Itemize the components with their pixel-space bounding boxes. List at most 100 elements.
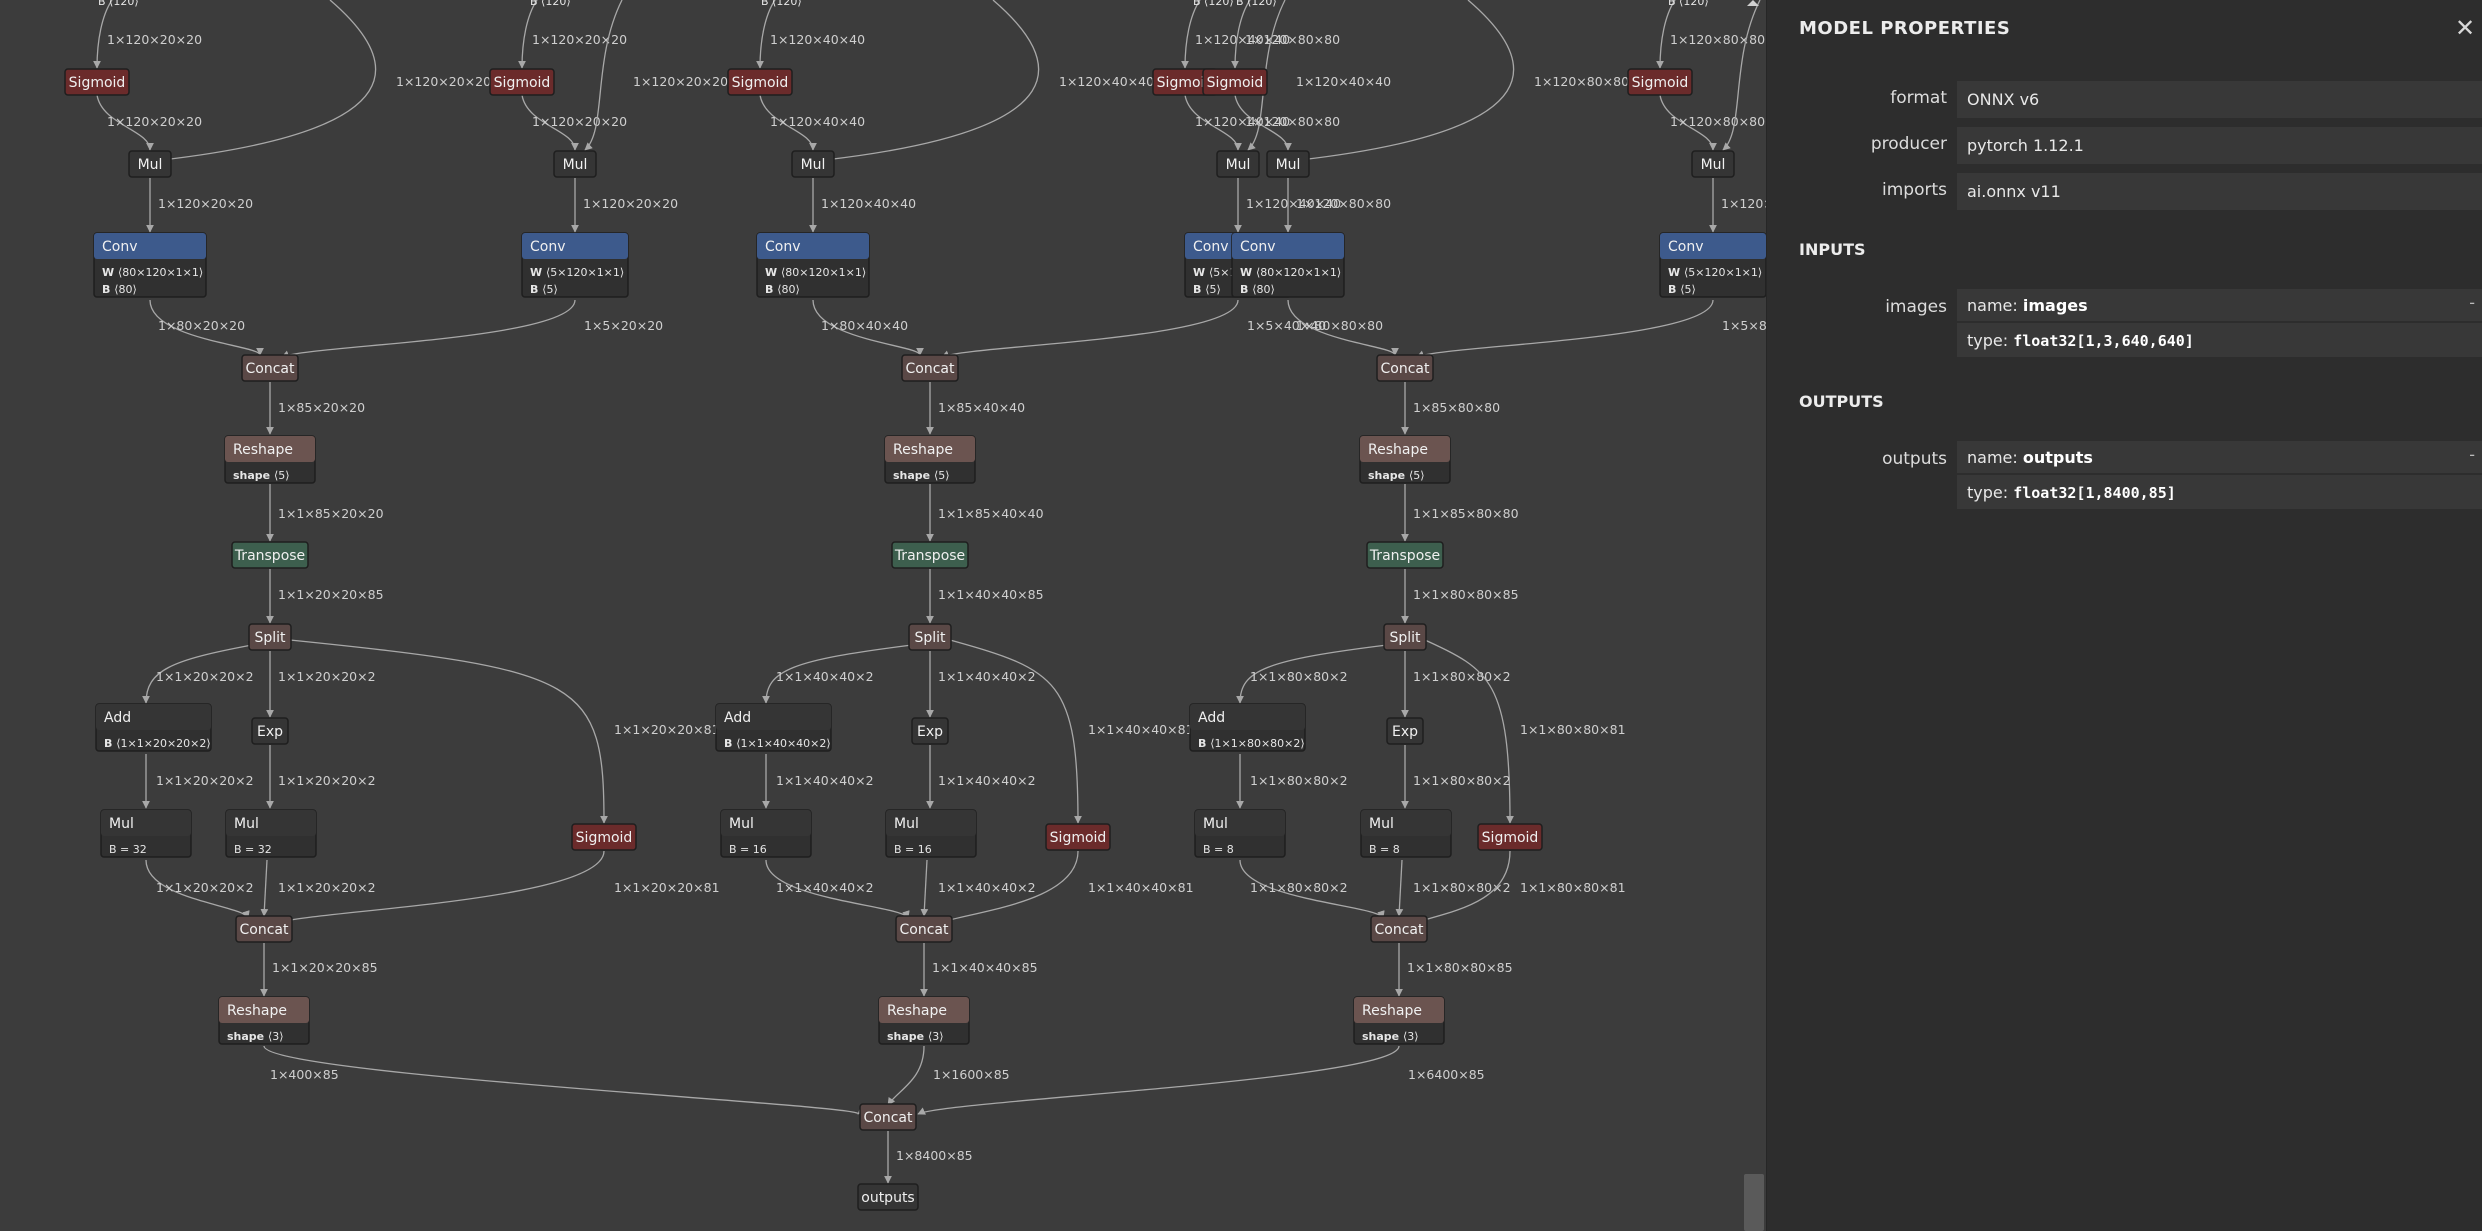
head-2-concat-2[interactable]: Concat (895, 915, 953, 943)
head-1-mul-2[interactable]: Mul B = 32 (225, 809, 317, 858)
head-2-add[interactable]: Add B ⟨1×1×40×40×2⟩ (715, 703, 832, 752)
head-1-conv-a[interactable]: Conv W ⟨80×120×1×1⟩ B ⟨80⟩ (93, 232, 207, 298)
head-3-add[interactable]: Add B ⟨1×1×80×80×2⟩ (1189, 703, 1306, 752)
head-1-mul-1-header[interactable] (101, 810, 191, 836)
head-1-conv-b-header[interactable] (522, 233, 628, 259)
head-2-sigmoid-cls-box[interactable] (1045, 823, 1111, 851)
head-2-transpose[interactable]: Transpose (891, 541, 969, 569)
output-outputs-box[interactable]: name: outputs type: float32[1,8400,85] - (1957, 441, 2482, 509)
head-3-exp[interactable]: Exp (1386, 717, 1424, 745)
head-2-mul-top-right[interactable]: Mul (1216, 150, 1260, 178)
head-1-mul-top-right[interactable]: Mul (553, 150, 597, 178)
head-3-add-header[interactable] (1190, 704, 1305, 730)
head-3-reshape-2[interactable]: Reshape shape ⟨3⟩ (1353, 996, 1445, 1045)
head-3-sigmoid-top-left[interactable]: Sigmoid (1202, 68, 1268, 96)
output-node-box[interactable] (857, 1183, 919, 1211)
head-1-reshape-1-header[interactable] (225, 436, 315, 462)
head-2-mul-top-right-box[interactable] (1216, 150, 1260, 178)
head-3-sigmoid-cls-box[interactable] (1477, 823, 1543, 851)
head-1-mul-2-header[interactable] (226, 810, 316, 836)
head-3-conv-b-header[interactable] (1660, 233, 1766, 259)
head-2-mul-1-header[interactable] (721, 810, 811, 836)
head-1-mul-top-left-box[interactable] (128, 150, 172, 178)
head-2-sigmoid-top-left[interactable]: Sigmoid (727, 68, 793, 96)
head-2-reshape-2-header[interactable] (879, 997, 969, 1023)
head-3-mul-top-right-box[interactable] (1691, 150, 1735, 178)
head-1-concat-2-box[interactable] (235, 915, 293, 943)
head-2-conv-a[interactable]: Conv W ⟨80×120×1×1⟩ B ⟨80⟩ (756, 232, 870, 298)
head-2-reshape-1-header[interactable] (885, 436, 975, 462)
head-3-concat-2-box[interactable] (1370, 915, 1428, 943)
head-2-conv-a-header[interactable] (757, 233, 869, 259)
head-1-mul-top-right-box[interactable] (553, 150, 597, 178)
head-2-split-box[interactable] (908, 623, 952, 651)
head-2-split[interactable]: Split (908, 623, 952, 651)
head-1-transpose-box[interactable] (231, 541, 309, 569)
head-1-conv-a-header[interactable] (94, 233, 206, 259)
head-3-sigmoid-cls[interactable]: Sigmoid (1477, 823, 1543, 851)
head-1-exp[interactable]: Exp (251, 717, 289, 745)
head-1-split[interactable]: Split (248, 623, 292, 651)
head-1-mul-top-left[interactable]: Mul (128, 150, 172, 178)
head-1-exp-box[interactable] (251, 717, 289, 745)
head-1-concat-2[interactable]: Concat (235, 915, 293, 943)
head-3-mul-1[interactable]: Mul B = 8 (1194, 809, 1286, 858)
head-3-reshape-1-header[interactable] (1360, 436, 1450, 462)
head-2-mul-top-left-box[interactable] (791, 150, 835, 178)
head-1-concat-1-box[interactable] (241, 354, 299, 382)
head-3-concat-1-box[interactable] (1376, 354, 1434, 382)
head-2-concat-1-box[interactable] (901, 354, 959, 382)
head-2-add-header[interactable] (716, 704, 831, 730)
head-3-concat-1[interactable]: Concat (1376, 354, 1434, 382)
final-concat-box[interactable] (859, 1103, 917, 1131)
head-2-exp-box[interactable] (911, 717, 949, 745)
head-3-sigmoid-top-left-box[interactable] (1202, 68, 1268, 96)
head-3-mul-top-right[interactable]: Mul (1691, 150, 1735, 178)
head-3-conv-b[interactable]: Conv W ⟨5×120×1×1⟩ B ⟨5⟩ (1659, 232, 1766, 298)
head-1-sigmoid-top-right-box[interactable] (489, 68, 555, 96)
head-1-sigmoid-top-left[interactable]: Sigmoid (64, 68, 130, 96)
head-3-transpose-box[interactable] (1366, 541, 1444, 569)
head-3-mul-2-header[interactable] (1361, 810, 1451, 836)
vertical-scrollbar[interactable] (1742, 0, 1766, 1231)
input-collapse-toggle[interactable]: - (2469, 293, 2475, 312)
head-1-conv-b[interactable]: Conv W ⟨5×120×1×1⟩ B ⟨5⟩ (521, 232, 629, 298)
head-1-sigmoid-cls[interactable]: Sigmoid (571, 823, 637, 851)
scroll-up-arrow-icon[interactable] (1747, 0, 1759, 6)
head-1-concat-1[interactable]: Concat (241, 354, 299, 382)
head-2-mul-1[interactable]: Mul B = 16 (720, 809, 812, 858)
head-3-mul-1-header[interactable] (1195, 810, 1285, 836)
head-1-add-header[interactable] (96, 704, 211, 730)
head-1-transpose[interactable]: Transpose (231, 541, 309, 569)
head-2-mul-2[interactable]: Mul B = 16 (885, 809, 977, 858)
head-2-sigmoid-top-right[interactable]: Sigmoid (1152, 68, 1218, 96)
head-3-split-box[interactable] (1383, 623, 1427, 651)
head-2-concat-2-box[interactable] (895, 915, 953, 943)
vertical-scrollbar-thumb[interactable] (1744, 1174, 1764, 1231)
close-icon[interactable]: ✕ (2454, 14, 2476, 42)
head-1-sigmoid-top-right[interactable]: Sigmoid (489, 68, 555, 96)
head-3-concat-2[interactable]: Concat (1370, 915, 1428, 943)
head-3-transpose[interactable]: Transpose (1366, 541, 1444, 569)
head-2-reshape-2[interactable]: Reshape shape ⟨3⟩ (878, 996, 970, 1045)
head-1-sigmoid-top-left-box[interactable] (64, 68, 130, 96)
head-3-reshape-1[interactable]: Reshape shape ⟨5⟩ (1359, 435, 1451, 484)
head-3-exp-box[interactable] (1386, 717, 1424, 745)
head-3-conv-a[interactable]: Conv W ⟨80×120×1×1⟩ B ⟨80⟩ (1231, 232, 1345, 298)
head-1-mul-1[interactable]: Mul B = 32 (100, 809, 192, 858)
head-3-sigmoid-top-right-box[interactable] (1627, 68, 1693, 96)
head-3-mul-top-left-box[interactable] (1266, 150, 1310, 178)
head-1-reshape-2-header[interactable] (219, 997, 309, 1023)
head-1-add[interactable]: Add B ⟨1×1×20×20×2⟩ (95, 703, 212, 752)
head-3-reshape-2-header[interactable] (1354, 997, 1444, 1023)
input-images-box[interactable]: name: images type: float32[1,3,640,640] … (1957, 289, 2482, 357)
output-node[interactable]: outputs (857, 1183, 919, 1211)
head-2-sigmoid-cls[interactable]: Sigmoid (1045, 823, 1111, 851)
head-1-sigmoid-cls-box[interactable] (571, 823, 637, 851)
head-1-reshape-2[interactable]: Reshape shape ⟨3⟩ (218, 996, 310, 1045)
head-1-reshape-1[interactable]: Reshape shape ⟨5⟩ (224, 435, 316, 484)
head-2-sigmoid-top-left-box[interactable] (727, 68, 793, 96)
head-2-mul-top-left[interactable]: Mul (791, 150, 835, 178)
head-3-mul-top-left[interactable]: Mul (1266, 150, 1310, 178)
head-2-mul-2-header[interactable] (886, 810, 976, 836)
